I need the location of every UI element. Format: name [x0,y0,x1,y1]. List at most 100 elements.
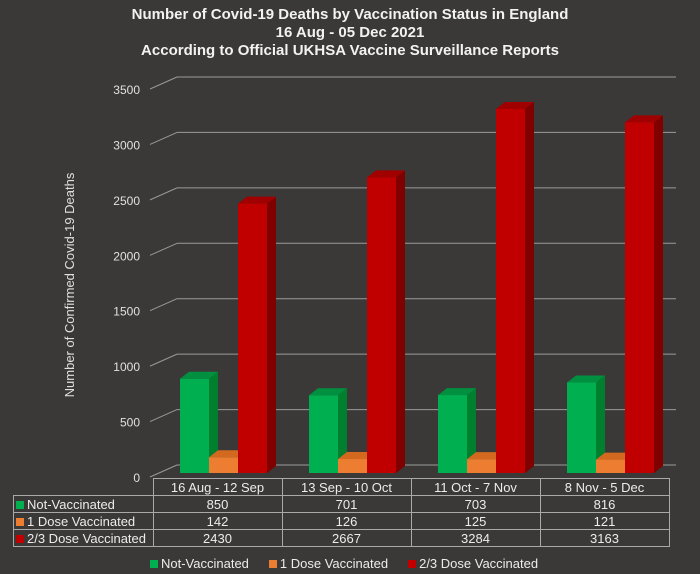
bars [180,101,663,474]
bar-not-vaccinated [567,375,605,473]
y-tick-label: 3000 [113,138,140,152]
bar-front [496,108,525,474]
table-cell: 121 [539,512,670,530]
y-tick-label: 1000 [113,360,140,374]
legend-label: Not-Vaccinated [161,556,249,571]
legend-swatch-red [16,534,24,543]
bar-front [596,459,625,473]
bar-not-vaccinated [309,388,347,473]
table-cell: 2430 [152,529,283,547]
bar-2-3-dose-vaccinated [367,170,405,473]
bar-top [625,115,663,123]
gridline-depth [149,187,178,201]
bar-side [467,388,476,473]
table-cell: 816 [539,495,670,513]
bar-top [180,371,218,379]
bar-front [625,122,654,473]
legend-swatch-green [16,500,24,509]
y-tick-label: 1500 [113,305,140,319]
bar-front [338,459,367,473]
bar-side [596,375,605,473]
y-tick-label: 0 [133,471,140,485]
title-line-2: 16 Aug - 05 Dec 2021 [275,24,425,41]
legend-label: 1 Dose Vaccinated [279,556,389,571]
legend-swatch-orange [16,517,24,526]
legend-item-2-3-dose[interactable]: 2/3 Dose Vaccinated [408,556,538,571]
legend-item-not-vaccinated[interactable]: Not-Vaccinated [150,556,249,571]
table-cell: 126 [281,512,412,530]
bar-top [496,101,534,109]
bar-top [596,452,634,460]
table-cell: 850 [152,495,283,513]
category-label: 13 Sep - 10 Oct [281,478,412,496]
gridline-depth [149,409,178,423]
bar-side [209,371,218,473]
bar-2-3-dose-vaccinated [625,115,663,473]
table-cell: 142 [152,512,283,530]
bar-side [267,196,276,474]
data-table-row: Not-Vaccinated 850 701 703 816 [13,495,670,513]
y-axis-label: Number of Confirmed Covid-19 Deaths [62,172,77,397]
category-label: 8 Nov - 5 Dec [539,478,670,496]
legend-swatch-orange [268,559,277,568]
table-cell: 2667 [281,529,412,547]
series-label: Not-Vaccinated [27,496,115,512]
y-tick-label: 3500 [113,83,140,97]
data-table: 16 Aug - 12 Sep 13 Sep - 10 Oct 11 Oct -… [13,478,670,547]
legend-label: 2/3 Dose Vaccinated [419,556,539,571]
bar-front [367,177,396,473]
legend-item-1-dose[interactable]: 1 Dose Vaccinated [268,556,389,571]
category-label: 16 Aug - 12 Sep [152,478,283,496]
bar-side [396,170,405,473]
data-table-header-row: 16 Aug - 12 Sep 13 Sep - 10 Oct 11 Oct -… [13,478,670,496]
bar-side [525,101,534,474]
bar-2-3-dose-vaccinated [496,101,534,474]
bar-top [438,388,476,396]
series-label: 1 Dose Vaccinated [27,513,136,529]
data-table-row: 1 Dose Vaccinated 142 126 125 121 [13,512,670,530]
category-label: 11 Oct - 7 Nov [410,478,541,496]
y-axis-ticks: 0 500 1000 1500 2000 2500 3000 3500 [113,83,140,485]
bar-top [209,450,247,458]
bar-not-vaccinated [438,388,476,473]
gridline-depth [149,131,178,145]
bar-top [467,452,505,460]
legend: Not-Vaccinated 1 Dose Vaccinated 2/3 Dos… [150,556,538,571]
bar-front [238,203,267,474]
bar-front [567,382,596,473]
bar-top [367,170,405,178]
data-table-row: 2/3 Dose Vaccinated 2430 2667 3284 3163 [13,529,670,547]
gridline-depth [149,242,178,256]
bar-top [338,452,376,460]
bar-top [238,196,276,204]
bar-not-vaccinated [180,371,218,473]
gridline-depth [149,353,178,367]
table-cell: 703 [410,495,541,513]
gridline-depth [149,464,178,478]
bar-front [467,459,496,473]
bar-side [654,115,663,473]
bar-front [438,395,467,473]
bar-front [309,395,338,473]
bar-front [180,378,209,473]
legend-swatch-green [150,559,158,568]
legend-swatch-red [408,559,417,568]
table-cell: 3163 [539,529,670,547]
bar-2-3-dose-vaccinated [238,196,276,474]
bar-top [567,375,605,383]
bar-side [338,388,347,473]
table-cell: 125 [410,512,541,530]
bar-front [209,457,238,473]
chart-title: Number of Covid-19 Deaths by Vaccination… [0,6,700,60]
y-tick-label: 500 [120,416,140,430]
table-cell: 701 [281,495,412,513]
table-cell: 3284 [410,529,541,547]
gridline-depth [149,76,178,90]
series-label: 2/3 Dose Vaccinated [27,530,146,546]
bar-1-dose-vaccinated [467,452,505,473]
y-tick-label: 2000 [113,249,140,263]
title-line-1: Number of Covid-19 Deaths by Vaccination… [131,6,569,23]
gridline-depth [149,298,178,312]
bar-top [309,388,347,396]
